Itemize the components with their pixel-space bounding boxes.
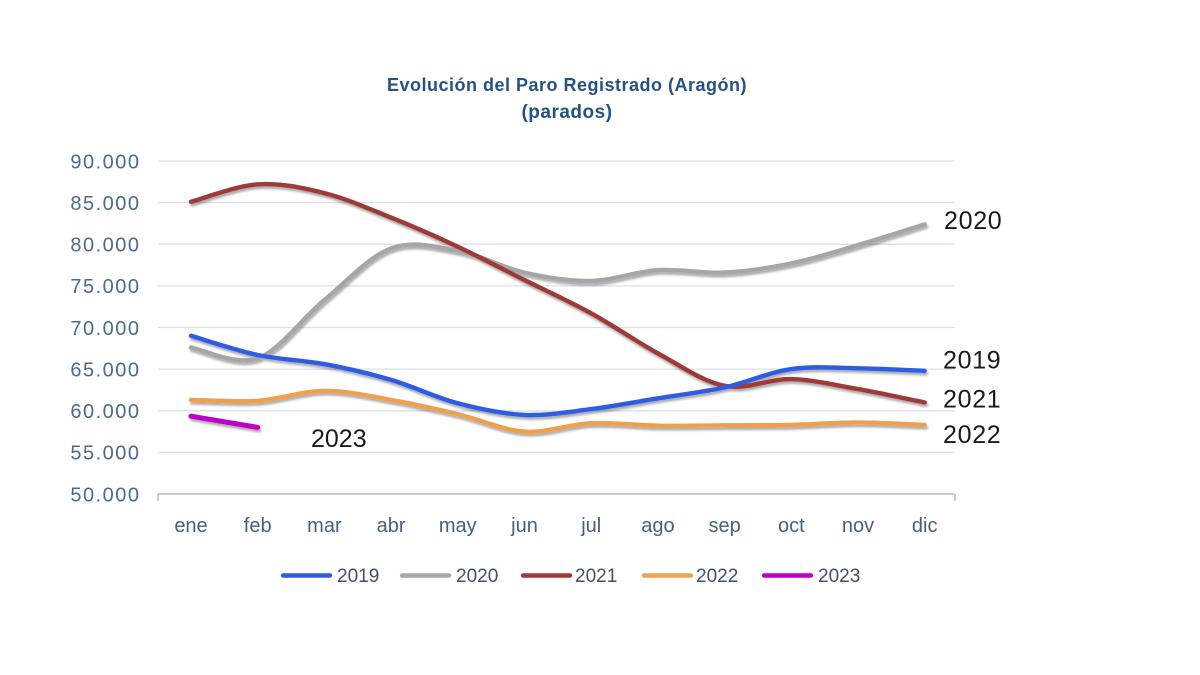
svg-text:2021: 2021: [575, 566, 617, 587]
svg-text:dic: dic: [912, 515, 938, 537]
svg-text:65.000: 65.000: [70, 359, 140, 381]
svg-text:55.000: 55.000: [70, 443, 140, 465]
svg-text:70.000: 70.000: [70, 318, 140, 340]
svg-text:jun: jun: [510, 515, 538, 537]
svg-text:nov: nov: [842, 515, 874, 537]
svg-text:Evolución del Paro Registrado: Evolución del Paro Registrado (Aragón): [387, 75, 747, 95]
svg-text:2019: 2019: [337, 566, 379, 587]
svg-text:2020: 2020: [944, 207, 1002, 235]
svg-text:abr: abr: [377, 515, 406, 537]
svg-text:sep: sep: [708, 515, 740, 537]
svg-text:2022: 2022: [696, 566, 738, 587]
svg-text:2020: 2020: [456, 566, 498, 587]
svg-text:ene: ene: [174, 515, 207, 537]
svg-text:85.000: 85.000: [70, 193, 140, 215]
svg-text:jul: jul: [580, 515, 601, 537]
svg-text:60.000: 60.000: [70, 401, 140, 423]
svg-text:80.000: 80.000: [70, 235, 140, 257]
svg-text:75.000: 75.000: [70, 276, 140, 298]
svg-text:oct: oct: [778, 515, 805, 537]
svg-text:90.000: 90.000: [70, 151, 140, 173]
svg-text:may: may: [439, 515, 477, 537]
svg-text:2023: 2023: [311, 425, 367, 453]
svg-text:mar: mar: [307, 515, 342, 537]
svg-text:2021: 2021: [943, 386, 1001, 414]
svg-text:2023: 2023: [818, 566, 860, 587]
svg-text:ago: ago: [641, 515, 674, 537]
svg-text:2019: 2019: [943, 347, 1001, 375]
svg-text:2022: 2022: [943, 421, 1001, 449]
svg-text:50.000: 50.000: [70, 484, 140, 506]
svg-text:feb: feb: [244, 515, 272, 537]
svg-text:(parados): (parados): [521, 102, 612, 123]
